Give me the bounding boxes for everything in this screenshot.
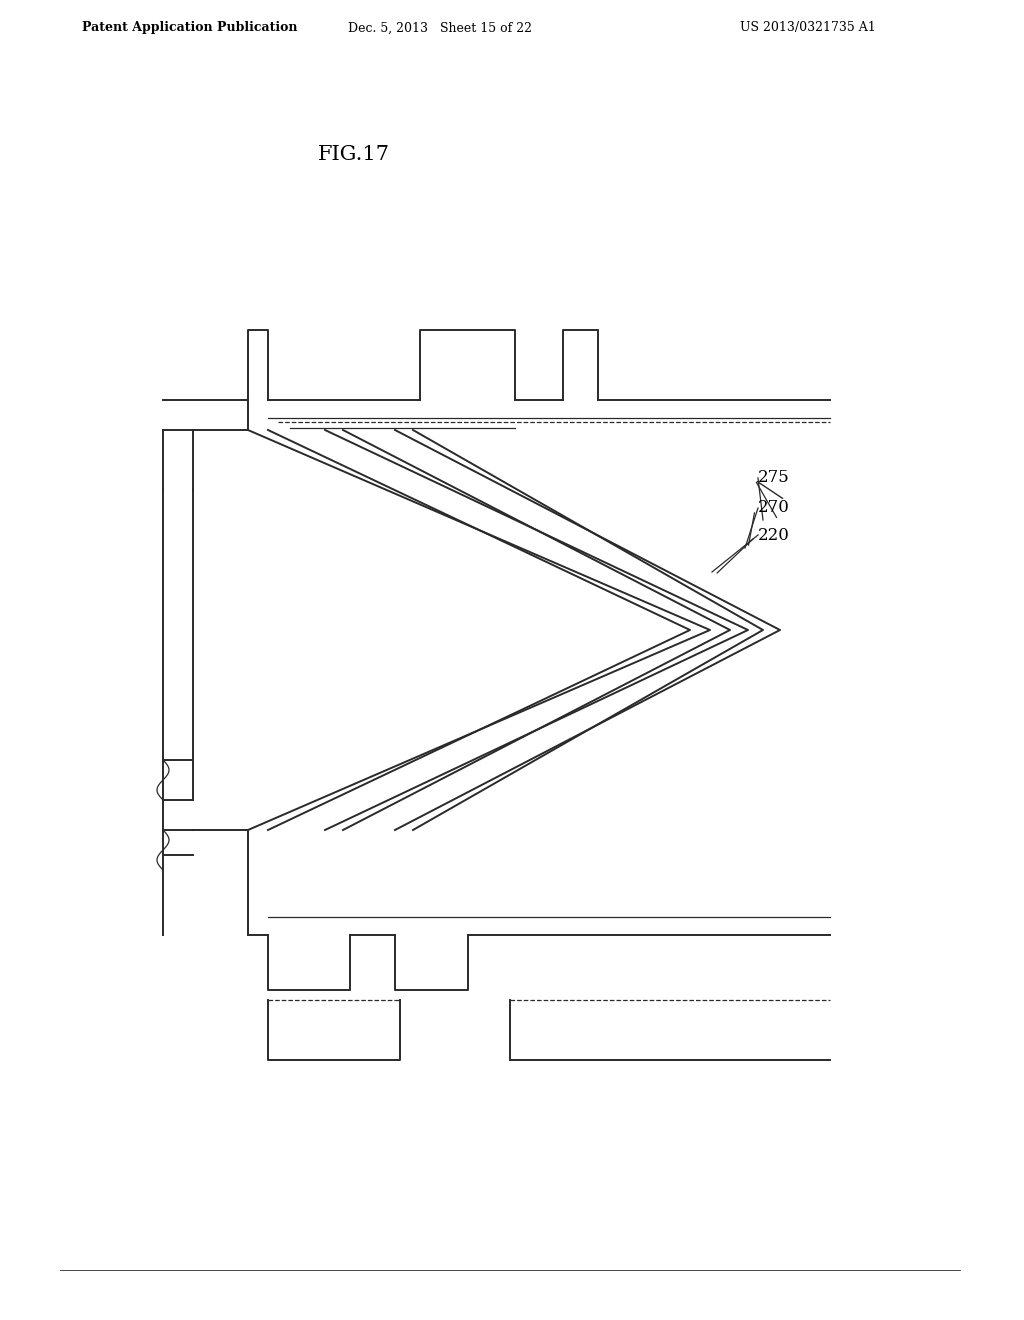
Text: FIG.17: FIG.17 (318, 145, 390, 165)
Text: 275: 275 (758, 470, 790, 487)
Text: Dec. 5, 2013   Sheet 15 of 22: Dec. 5, 2013 Sheet 15 of 22 (348, 21, 532, 34)
Text: US 2013/0321735 A1: US 2013/0321735 A1 (740, 21, 876, 34)
Text: 270: 270 (758, 499, 790, 516)
Text: 220: 220 (758, 527, 790, 544)
Text: Patent Application Publication: Patent Application Publication (82, 21, 298, 34)
